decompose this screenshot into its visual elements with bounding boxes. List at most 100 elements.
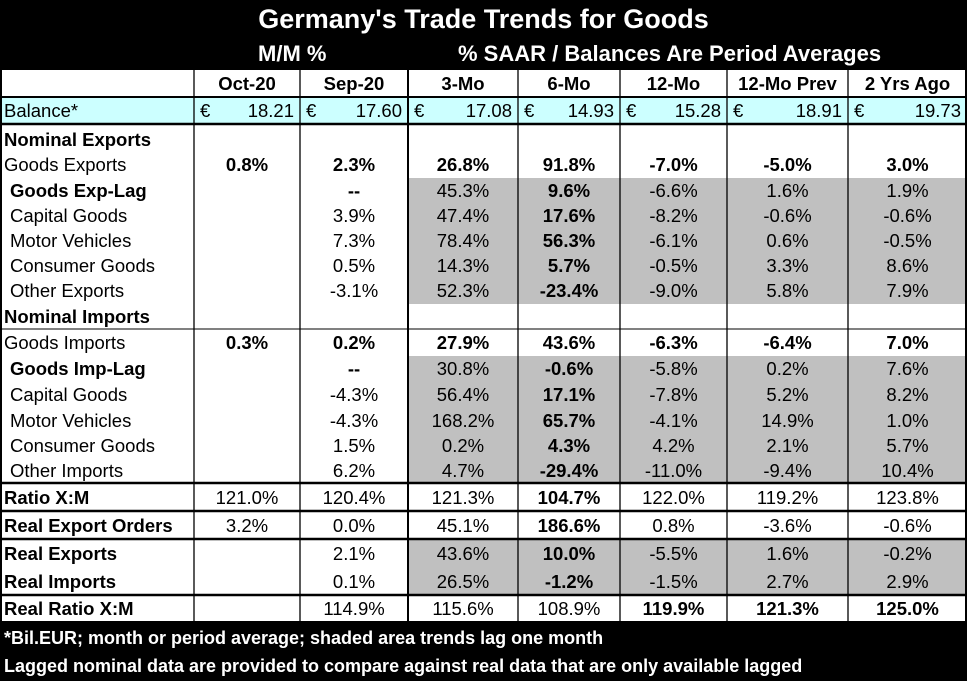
value-cell: 0.2%	[766, 358, 809, 379]
value-cell: 26.5%	[436, 571, 490, 592]
value-cell: 3.9%	[332, 204, 376, 226]
value-cell: 43.6%	[436, 543, 490, 564]
value-cell	[194, 433, 300, 458]
value-cell: -1.2%	[544, 571, 594, 592]
value-cell: 4.2%	[652, 434, 695, 456]
subtitle-bar: M/M % % SAAR / Balances Are Period Avera…	[0, 38, 967, 70]
footnote-1: *Bil.EUR; month or period average; shade…	[4, 628, 604, 648]
value-cell: 8.2%	[886, 384, 929, 405]
value-cell	[620, 304, 727, 330]
column-header: 6-Mo	[547, 72, 591, 94]
table-row: Nominal Imports	[0, 304, 967, 330]
row-label: Goods Imp-Lag	[10, 358, 146, 379]
table-row: Consumer Goods 1.5% 0.2% 4.3% 4.2% 2.1% 5.7%	[0, 433, 967, 458]
value-cell: 115.6%	[432, 597, 494, 619]
lag-shade	[408, 382, 967, 408]
value-cell	[194, 356, 300, 382]
value-cell: -6.6%	[649, 179, 698, 201]
value-cell: 0.1%	[332, 571, 376, 592]
value-cell: 65.7%	[542, 409, 596, 431]
value-cell: 3.2%	[225, 515, 269, 536]
table-row: Capital Goods 3.9% 47.4% 17.6% -8.2% -0.6% -0.…	[0, 203, 967, 228]
value-cell: 121.3%	[756, 597, 819, 619]
value-cell: -8.2%	[649, 204, 698, 226]
lag-shade	[408, 228, 967, 253]
value-cell: 5.2%	[766, 384, 809, 405]
value-cell	[848, 127, 967, 152]
value-cell: -0.6%	[544, 358, 594, 379]
table-row: Nominal Exports	[0, 127, 967, 152]
row-label: Real Imports	[4, 571, 117, 592]
row-label: Goods Exp-Lag	[10, 179, 147, 201]
value-cell: -4.1%	[649, 409, 698, 431]
value-cell: 1.0%	[886, 409, 929, 431]
column-header: 2 Yrs Ago	[864, 72, 951, 94]
row-label: Capital Goods	[10, 384, 128, 405]
value-cell: 125.0%	[876, 597, 939, 619]
value-cell: 91.8%	[542, 154, 596, 175]
value-cell: 10.4%	[881, 460, 934, 481]
value-cell: 14.3%	[436, 254, 490, 276]
row-label: Capital Goods	[10, 204, 128, 226]
lag-shade	[408, 458, 967, 484]
value-cell: 52.3%	[436, 280, 490, 301]
value-cell: 0.5%	[332, 254, 376, 276]
value-cell: -5.5%	[649, 543, 698, 564]
row-label: Consumer Goods	[10, 254, 155, 276]
value-cell: 7.6%	[886, 358, 929, 379]
value-cell: 47.4%	[436, 204, 490, 226]
value-cell: 7.0%	[886, 332, 929, 353]
lag-shade	[408, 540, 967, 568]
row-label: Real Export Orders	[4, 515, 173, 536]
value-cell: -3.6%	[763, 515, 812, 536]
row-label: Motor Vehicles	[10, 229, 132, 251]
balance-label: Balance*	[4, 99, 79, 121]
lag-shade	[408, 253, 967, 278]
value-cell: 7.3%	[332, 229, 376, 251]
value-cell: 5.7%	[886, 434, 929, 456]
value-cell: -6.3%	[649, 332, 698, 353]
value-cell: 9.6%	[547, 179, 591, 201]
value-cell: 122.0%	[642, 487, 705, 508]
value-cell: 168.2%	[431, 409, 495, 431]
table-row: Other Imports 6.2% 4.7% -29.4% -11.0% -9.4% 10…	[0, 458, 967, 484]
value-cell: 2.9%	[886, 571, 929, 592]
value-cell	[727, 127, 848, 152]
value-cell: 4.7%	[441, 460, 485, 481]
value-cell	[300, 127, 408, 152]
value-cell: -1.5%	[649, 571, 698, 592]
value-cell: 56.4%	[436, 384, 490, 405]
value-cell	[194, 304, 300, 330]
table-row: Real Exports 2.1% 43.6% 10.0% -5.5% 1.6% -0.2%	[0, 540, 967, 568]
value-cell: 114.9%	[323, 597, 385, 619]
balance-value: 17.60	[355, 99, 402, 121]
value-cell: 45.1%	[436, 515, 490, 536]
value-cell	[194, 228, 300, 253]
table-row: Capital Goods -4.3% 56.4% 17.1% -7.8% 5.2% 8.2…	[0, 382, 967, 408]
value-cell: 45.3%	[436, 179, 490, 201]
value-cell: 0.8%	[225, 154, 269, 175]
value-cell: 5.7%	[547, 254, 591, 276]
value-cell	[194, 540, 300, 568]
value-cell: -5.8%	[649, 358, 698, 379]
value-cell: -5.0%	[763, 154, 812, 175]
balance-row: Balance* €18.21 €17.60 €17.08 €14.93 €15.28 €1…	[0, 98, 967, 123]
value-cell: -11.0%	[644, 460, 703, 481]
value-cell: 2.3%	[332, 154, 376, 175]
value-cell: 56.3%	[542, 229, 596, 251]
value-cell: 1.6%	[766, 543, 809, 564]
table-row: Goods Imp-Lag -- 30.8% -0.6% -5.8% 0.2% 7.6%	[0, 356, 967, 382]
value-cell	[848, 304, 967, 330]
value-cell	[194, 568, 300, 596]
value-cell: 1.9%	[886, 179, 929, 201]
value-cell: 1.6%	[766, 179, 809, 201]
table-row: Real Export Orders 3.2% 0.0% 45.1% 186.6% 0.8…	[0, 512, 967, 540]
value-cell: -23.4%	[539, 280, 599, 301]
table-row: Consumer Goods 0.5% 14.3% 5.7% -0.5% 3.3% 8.6%	[0, 253, 967, 278]
balance-value: 18.21	[247, 99, 294, 121]
value-cell: 3.3%	[766, 254, 809, 276]
euro-symbol: €	[626, 99, 637, 121]
value-cell: -9.0%	[649, 280, 698, 301]
